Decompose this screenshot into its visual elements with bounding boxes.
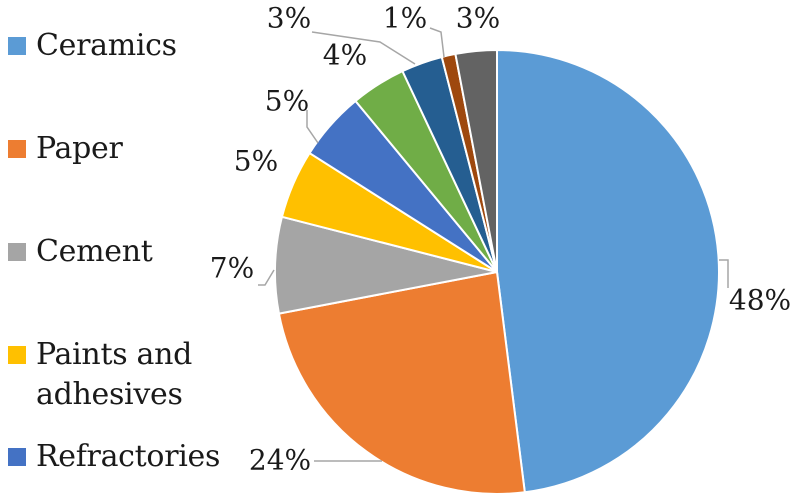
leader-line-ceramics xyxy=(719,259,729,288)
legend-swatch-refractories xyxy=(8,448,26,466)
data-label-slice-9: 3% xyxy=(456,2,500,35)
data-label-paper: 24% xyxy=(249,444,311,477)
legend-swatch-ceramics xyxy=(8,37,26,55)
data-label-slice-7: 3% xyxy=(267,2,311,35)
data-label-refractories: 5% xyxy=(265,85,309,118)
legend-swatch-cement xyxy=(8,243,26,261)
leader-line-slice-7 xyxy=(311,31,416,65)
data-label-paints-and-adhesives: 5% xyxy=(234,145,278,178)
legend-item-ceramics: Ceramics xyxy=(8,26,177,66)
leader-line-cement xyxy=(258,269,275,286)
leader-line-refractories xyxy=(306,110,319,144)
legend-item-refractories: Refractories xyxy=(8,437,220,477)
legend-item-cement: Cement xyxy=(8,232,153,272)
legend-swatch-paints-and-adhesives xyxy=(8,346,26,364)
data-label-slice-8: 1% xyxy=(383,2,427,35)
legend-label-cement: Cement xyxy=(36,234,153,269)
leader-line-slice-8 xyxy=(429,27,445,58)
legend-label-paper: Paper xyxy=(36,131,123,166)
data-label-slice-6: 4% xyxy=(323,39,367,72)
legend-item-paints-and-adhesives: Paints and adhesives xyxy=(8,335,198,415)
legend-label-paints-and-adhesives: Paints and adhesives xyxy=(36,337,193,412)
data-label-cement: 7% xyxy=(210,252,254,285)
pie-slice-paper xyxy=(277,270,526,495)
pie-slice-slice-9 xyxy=(454,48,498,273)
legend: Ceramics Paper Cement Paints and adhesiv… xyxy=(8,0,248,504)
legend-label-ceramics: Ceramics xyxy=(36,28,177,63)
data-label-ceramics: 48% xyxy=(729,284,791,317)
legend-item-paper: Paper xyxy=(8,129,123,169)
legend-label-refractories: Refractories xyxy=(36,439,221,474)
pie-slice-ceramics xyxy=(496,48,720,494)
legend-swatch-paper xyxy=(8,140,26,158)
